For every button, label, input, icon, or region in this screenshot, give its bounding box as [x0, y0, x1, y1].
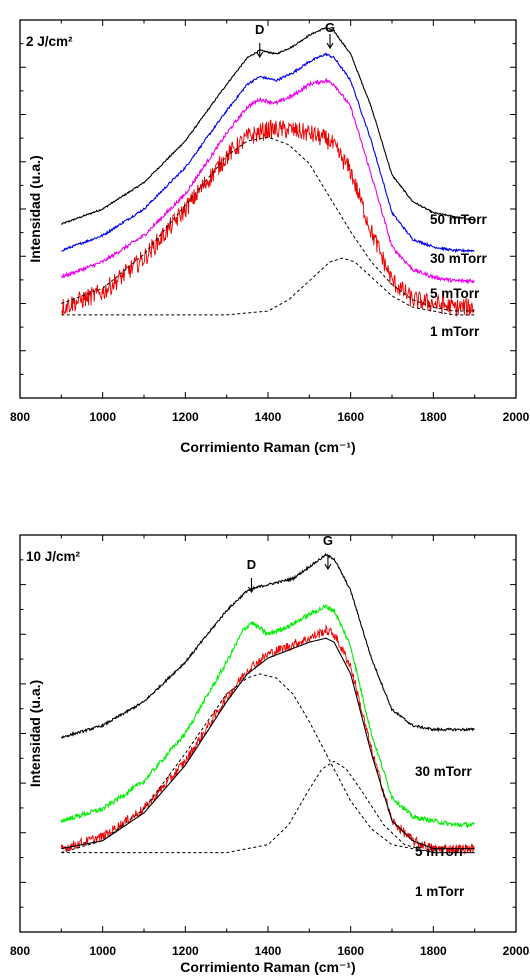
x-tick-label: 1400 — [255, 410, 282, 424]
series-line-fit-dashed — [61, 136, 475, 312]
x-tick-label: 1800 — [420, 410, 447, 424]
annotation-arrowhead — [256, 51, 264, 59]
annotation-label: G — [325, 20, 335, 35]
x-axis-label: Corrimiento Raman (cm⁻¹) — [180, 959, 355, 975]
x-tick-label: 1800 — [420, 944, 447, 958]
series-line-fit-dashed — [61, 673, 475, 854]
y-axis-label: Intensidad (u.a.) — [27, 155, 43, 262]
x-tick-label: 800 — [10, 410, 30, 424]
plot-frame — [19, 534, 517, 933]
annotation-arrowhead — [324, 563, 332, 571]
annotation-arrowhead — [247, 586, 255, 594]
series-line-fit — [61, 637, 475, 850]
series-line-1-mtorr — [60, 624, 475, 855]
x-tick-label: 1000 — [89, 410, 116, 424]
series-line-30-mtorr — [61, 52, 475, 254]
x-tick-label: 2000 — [503, 410, 530, 424]
x-tick-label: 1600 — [337, 410, 364, 424]
x-tick-label: 1600 — [337, 944, 364, 958]
chart-panel-1: 800 1000 1200 1400 1600 1800 2000 Corrimiento R… — [10, 19, 530, 455]
x-tick-label: 1200 — [172, 944, 199, 958]
series-label: 1 mTorr — [430, 324, 480, 339]
series-label: 1 mTorr — [415, 884, 465, 899]
x-axis-label: Corrimiento Raman (cm⁻¹) — [180, 439, 355, 455]
chart-panel-2: 800 1000 1200 1400 1600 1800 2000 Corrimiento R… — [10, 533, 530, 975]
x-tick-label: 1000 — [89, 944, 116, 958]
series-line-fit-dashed — [61, 257, 475, 316]
panel-title: 10 J/cm² — [26, 549, 81, 564]
plot-frame — [19, 19, 517, 399]
series-line-50-mtorr — [61, 26, 475, 225]
x-tick-label: 2000 — [503, 944, 530, 958]
series-line-30-mtorr — [60, 552, 475, 740]
series-line-5-mtorr — [60, 604, 475, 828]
series-line-fit-dashed — [61, 760, 475, 854]
x-tick-label: 800 — [10, 944, 30, 958]
x-tick-label: 1200 — [172, 410, 199, 424]
annotation-label: G — [323, 533, 333, 548]
annotation-label: D — [255, 22, 264, 37]
panel-title: 2 J/cm² — [26, 34, 73, 49]
series-line-1-mtorr — [60, 119, 475, 317]
series-label: 30 mTorr — [430, 251, 488, 266]
annotation-label: D — [247, 557, 256, 572]
series-label: 30 mTorr — [415, 764, 473, 779]
x-tick-label: 1400 — [255, 944, 282, 958]
y-axis-label: Intensidad (u.a.) — [27, 680, 43, 787]
annotation-arrowhead — [326, 42, 334, 50]
series-line-5-mtorr — [61, 77, 475, 285]
series-label: 50 mTorr — [430, 212, 488, 227]
